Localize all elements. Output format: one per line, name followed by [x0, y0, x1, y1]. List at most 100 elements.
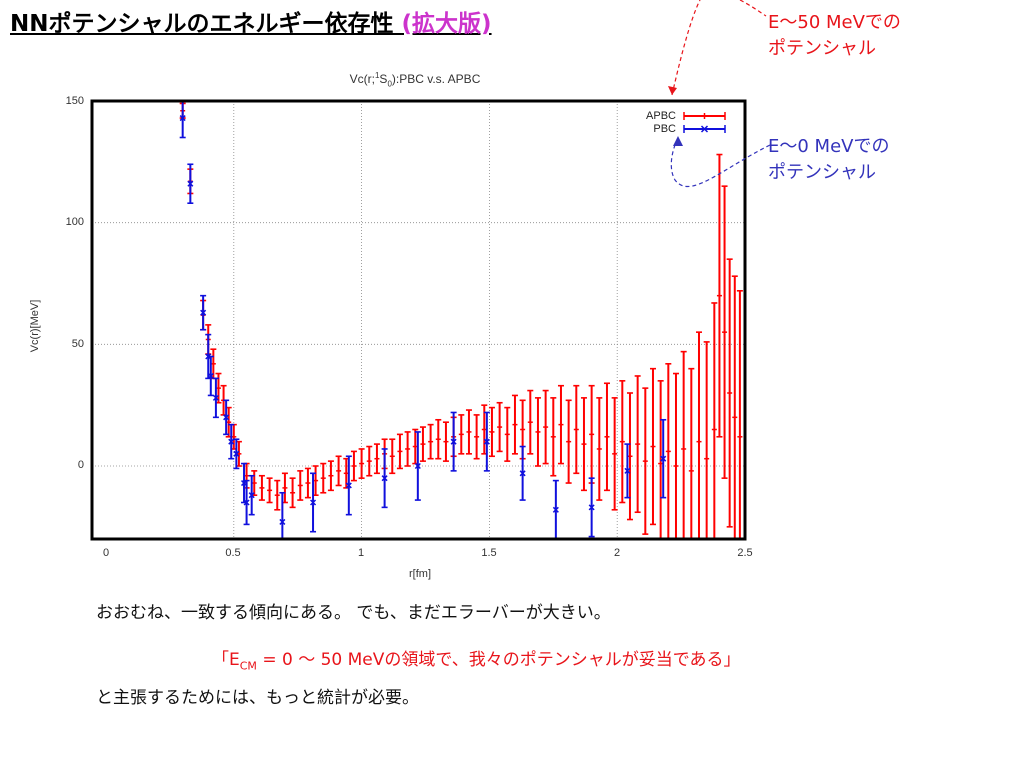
marker-cross	[345, 482, 352, 489]
data-point	[534, 397, 541, 467]
data-point	[404, 431, 411, 467]
conclusion-line-2: 「ECM = 0 ～ 50 MeVの領域で、我々のポテンシャルが妥当である」	[212, 645, 741, 672]
data-point	[588, 384, 595, 484]
marker-cross	[233, 450, 240, 457]
marker-cross	[228, 438, 235, 445]
data-point	[345, 455, 352, 516]
data-point	[381, 448, 388, 509]
data-point	[660, 418, 667, 499]
data-point	[465, 409, 472, 455]
x-tick-label: 2.5	[737, 547, 753, 559]
data-point	[731, 275, 738, 539]
marker-cross	[588, 504, 595, 511]
data-point	[458, 414, 465, 455]
marker-cross	[450, 438, 457, 445]
chart-title-post: ):PBC v.s. APBC	[391, 72, 481, 86]
data-point	[611, 397, 618, 511]
data-point	[542, 389, 549, 465]
data-point	[207, 355, 214, 397]
callout-apbc-arrow	[671, 0, 701, 96]
chart-grid	[92, 101, 745, 539]
marker-cross	[243, 499, 250, 506]
data-point	[496, 401, 503, 453]
data-point	[580, 397, 587, 492]
data-point	[304, 467, 311, 499]
data-point	[688, 367, 695, 539]
legend-label-apbc: APBC	[646, 110, 676, 122]
legend-label-pbc: PBC	[653, 123, 676, 135]
callout-apbc: E～50 MeVでの ポテンシャル	[768, 10, 901, 62]
chart-title-mid: S	[379, 72, 388, 86]
data-point	[703, 341, 710, 539]
callout-apbc-line1: E～50 MeVでの	[768, 12, 901, 33]
data-point	[435, 418, 442, 460]
legend-sample	[683, 112, 726, 120]
data-point	[320, 462, 327, 494]
callout-apbc-line2: ポテンシャル	[768, 38, 876, 59]
data-point	[736, 289, 743, 539]
data-point	[672, 372, 679, 539]
data-point	[187, 163, 194, 204]
data-point	[179, 101, 186, 139]
potential-chart	[90, 0, 771, 541]
callout-pbc-arrow	[670, 137, 771, 188]
data-point	[483, 411, 490, 472]
legend-marker	[700, 125, 709, 133]
y-tick-label: 50	[71, 338, 84, 350]
data-point	[310, 472, 317, 533]
x-tick-label: 2	[613, 547, 621, 559]
data-point	[695, 331, 702, 539]
x-tick-label: 1.5	[481, 547, 497, 559]
data-point	[427, 423, 434, 460]
data-point	[373, 443, 380, 475]
marker-cross	[179, 115, 186, 122]
data-point	[243, 479, 250, 526]
callout-pbc-line2: ポテンシャル	[768, 162, 876, 183]
slide-title-main: NNポテンシャルのエネルギー依存性	[10, 11, 394, 37]
chart-title-sup: 1	[374, 71, 380, 80]
data-point	[266, 477, 273, 504]
conclusion-line-2-sub: CM	[239, 659, 257, 673]
data-point	[596, 397, 603, 501]
x-tick-label: 1	[357, 547, 365, 559]
chart-legend	[683, 112, 726, 133]
conclusion-line-1: おおむね、一致する傾向にある。 でも、まだエラーバーが大きい。	[96, 603, 611, 623]
callout-pbc: E～0 MeVでの ポテンシャル	[768, 134, 889, 186]
data-point	[557, 384, 564, 465]
callout-apbc-arrowhead	[668, 86, 677, 95]
series-apbc	[179, 102, 743, 540]
data-point	[680, 350, 687, 539]
data-point	[603, 382, 610, 492]
data-point	[389, 438, 396, 475]
data-point	[274, 479, 281, 511]
slide-title-link[interactable]: (拡大版)	[401, 11, 492, 37]
data-point	[665, 362, 672, 540]
marker-cross	[624, 467, 631, 474]
plot-frame	[90, 99, 747, 541]
conclusion-line-3: と主張するためには、もっと統計が必要。	[96, 688, 419, 708]
x-axis-label: r[fm]	[409, 568, 431, 580]
data-point	[327, 460, 334, 492]
x-tick-label: 0.5	[225, 547, 241, 559]
callout-pbc-arrowhead	[673, 136, 683, 146]
data-point	[228, 423, 235, 460]
data-point	[550, 397, 557, 477]
data-point	[258, 474, 265, 501]
x-tick-label: 0	[102, 547, 110, 559]
data-point	[366, 445, 373, 477]
data-point	[711, 302, 718, 539]
data-point	[488, 406, 495, 458]
data-point	[588, 477, 595, 538]
data-point	[396, 433, 403, 470]
chart-title-sub: 0	[387, 79, 392, 89]
marker-cross	[223, 414, 230, 421]
data-point	[233, 438, 240, 470]
marker-cross	[660, 455, 667, 462]
legend-sample	[683, 125, 726, 133]
data-point	[726, 258, 733, 528]
series-pbc	[179, 101, 667, 540]
data-point	[649, 367, 656, 526]
y-tick-label: 0	[77, 459, 84, 471]
data-point	[519, 445, 526, 501]
data-point	[442, 421, 449, 462]
